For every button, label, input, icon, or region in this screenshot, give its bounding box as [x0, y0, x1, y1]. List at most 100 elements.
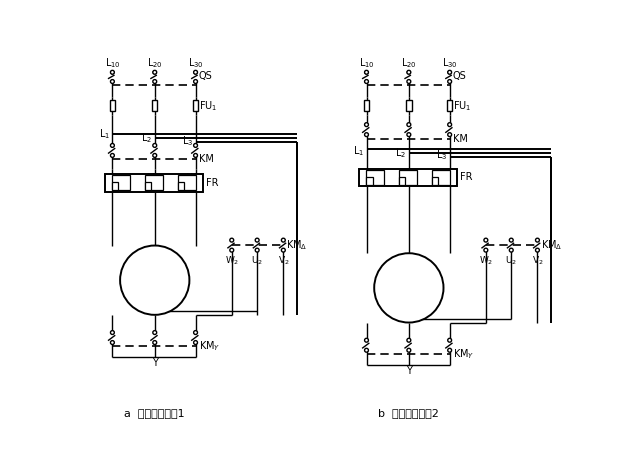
Circle shape: [194, 341, 198, 345]
Bar: [193, 100, 198, 111]
Text: W$_2$: W$_2$: [127, 291, 140, 303]
Circle shape: [255, 238, 259, 242]
Text: QS: QS: [198, 71, 212, 81]
Text: L$_3$: L$_3$: [182, 135, 193, 148]
Text: QS: QS: [452, 71, 467, 81]
Bar: [178, 182, 184, 190]
Circle shape: [365, 80, 369, 83]
Circle shape: [120, 246, 189, 315]
Circle shape: [111, 70, 115, 74]
Text: L$_1$: L$_1$: [353, 144, 364, 158]
Text: W$_1$: W$_1$: [165, 257, 179, 270]
Circle shape: [153, 154, 157, 157]
Text: M: M: [403, 278, 414, 291]
Text: Y: Y: [152, 358, 157, 368]
Circle shape: [509, 238, 513, 242]
Circle shape: [448, 80, 452, 83]
Circle shape: [111, 341, 115, 345]
Circle shape: [282, 238, 285, 242]
Circle shape: [374, 253, 444, 322]
Circle shape: [230, 238, 234, 242]
Text: Y: Y: [406, 366, 412, 376]
Text: 3~: 3~: [148, 280, 162, 290]
Text: V$_2$: V$_2$: [164, 291, 175, 303]
Bar: [109, 100, 115, 111]
Text: 3~: 3~: [402, 288, 416, 298]
Circle shape: [536, 238, 540, 242]
Text: FR: FR: [205, 178, 218, 188]
Circle shape: [448, 133, 452, 137]
Bar: [366, 177, 372, 185]
Text: FU$_1$: FU$_1$: [452, 99, 471, 113]
Circle shape: [448, 338, 452, 342]
Bar: [432, 177, 438, 185]
Circle shape: [448, 71, 451, 74]
Bar: [406, 100, 412, 111]
Circle shape: [365, 71, 368, 74]
Circle shape: [111, 154, 115, 157]
Text: W$_{10}$: W$_{10}$: [186, 172, 205, 184]
Text: U$_2$: U$_2$: [146, 299, 157, 311]
Circle shape: [484, 248, 488, 252]
Circle shape: [194, 71, 197, 74]
Circle shape: [365, 70, 369, 74]
Text: KM$_Δ$: KM$_Δ$: [541, 238, 562, 252]
Bar: [364, 100, 369, 111]
Circle shape: [448, 123, 452, 127]
Bar: [152, 100, 157, 111]
Circle shape: [153, 341, 157, 345]
Circle shape: [194, 70, 198, 74]
Text: KM$_Y$: KM$_Y$: [198, 339, 220, 353]
Circle shape: [111, 80, 115, 83]
Circle shape: [153, 70, 157, 74]
Bar: [178, 175, 196, 190]
Circle shape: [407, 71, 410, 74]
Circle shape: [153, 331, 157, 335]
Bar: [359, 169, 458, 186]
Text: L$_{20}$: L$_{20}$: [147, 56, 163, 70]
Circle shape: [111, 331, 115, 335]
Text: W$_2$: W$_2$: [479, 255, 493, 267]
Bar: [112, 182, 118, 190]
Bar: [399, 177, 405, 185]
Circle shape: [365, 338, 369, 342]
Circle shape: [407, 338, 411, 342]
Circle shape: [448, 70, 452, 74]
Text: W$_2$: W$_2$: [225, 255, 239, 267]
Text: KM$_Y$: KM$_Y$: [452, 347, 474, 361]
Text: U$_2$: U$_2$: [251, 255, 263, 267]
Text: L$_{10}$: L$_{10}$: [358, 56, 374, 70]
Text: L$_3$: L$_3$: [436, 148, 447, 162]
Text: V$_1$: V$_1$: [146, 249, 157, 262]
Circle shape: [194, 144, 198, 147]
Circle shape: [282, 248, 285, 252]
Circle shape: [111, 71, 114, 74]
Text: W$_2$: W$_2$: [381, 299, 394, 311]
Circle shape: [194, 331, 198, 335]
Circle shape: [536, 248, 540, 252]
Bar: [145, 182, 151, 190]
Circle shape: [365, 348, 369, 352]
Text: V$_2$: V$_2$: [419, 299, 429, 311]
Text: L$_{30}$: L$_{30}$: [442, 56, 458, 70]
Text: U$_1$: U$_1$: [129, 257, 140, 270]
Circle shape: [509, 248, 513, 252]
Bar: [366, 170, 384, 185]
Text: W$_1$: W$_1$: [419, 264, 433, 277]
Circle shape: [407, 348, 411, 352]
Text: L$_{20}$: L$_{20}$: [401, 56, 417, 70]
Text: V$_1$: V$_1$: [400, 257, 412, 270]
Circle shape: [194, 154, 198, 157]
Circle shape: [407, 133, 411, 137]
Text: b  主电路原理图2: b 主电路原理图2: [378, 408, 439, 418]
Text: U$_{10}$: U$_{10}$: [104, 172, 120, 184]
Text: V$_{10}$: V$_{10}$: [147, 172, 163, 184]
Text: V$_2$: V$_2$: [532, 255, 543, 267]
Circle shape: [153, 144, 157, 147]
Text: L$_{30}$: L$_{30}$: [188, 56, 204, 70]
Text: KM: KM: [452, 134, 468, 144]
Circle shape: [111, 144, 115, 147]
Circle shape: [407, 80, 411, 83]
Text: M: M: [149, 270, 160, 283]
Text: FU$_1$: FU$_1$: [198, 99, 217, 113]
